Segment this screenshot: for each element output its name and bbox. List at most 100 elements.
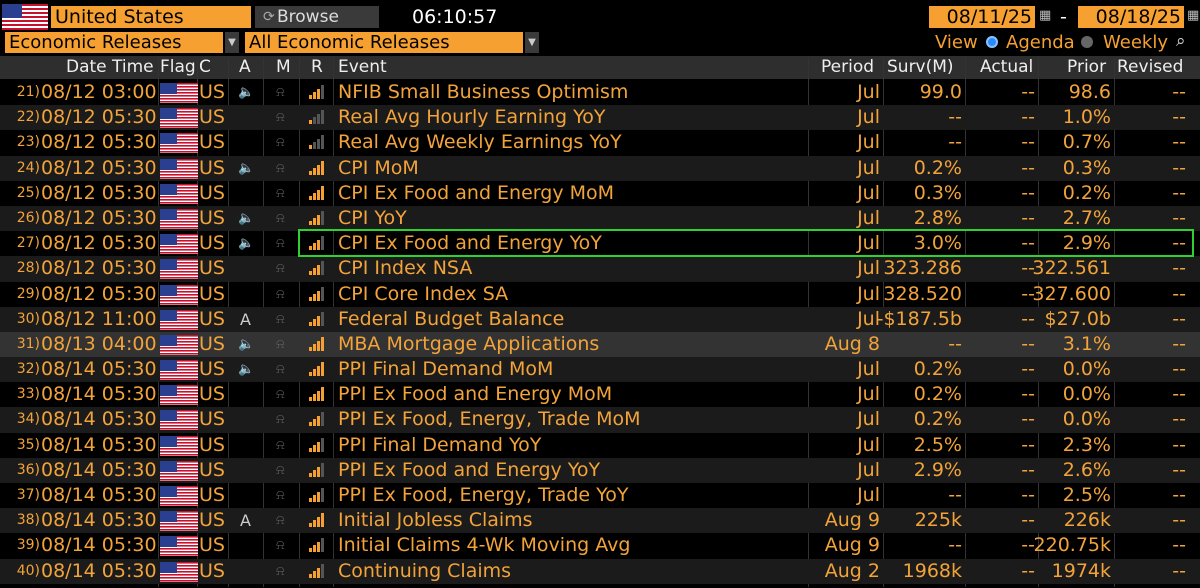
row-datetime[interactable]: 08/14 05:30 bbox=[41, 484, 157, 506]
bell-icon[interactable]: ⍾ bbox=[276, 160, 285, 176]
row-event[interactable]: Initial Claims 4-Wk Moving Avg bbox=[338, 534, 631, 557]
table-row[interactable]: 37) 08/14 05:30 US ⍾ PPI Ex Food, Energy, Tr… bbox=[0, 483, 1200, 508]
row-datetime[interactable]: 08/12 03:00 bbox=[41, 81, 157, 103]
row-datetime[interactable]: 08/12 05:30 bbox=[41, 282, 157, 305]
row-event[interactable]: PPI Ex Food and Energy MoM bbox=[338, 383, 613, 406]
row-datetime[interactable]: 08/14 05:30 bbox=[41, 433, 157, 456]
col-period[interactable]: Period bbox=[821, 57, 875, 77]
zoom-icon[interactable]: ⌕ bbox=[1176, 31, 1186, 51]
table-row[interactable]: 28) 08/12 05:30 US ⍾ CPI Index NSA Jul 323.286… bbox=[0, 256, 1200, 282]
speaker-icon[interactable]: 🔈 bbox=[238, 160, 255, 176]
table-row[interactable]: 32) 08/14 05:30 US 🔈 ⍾ PPI Final Demand MoM Ju… bbox=[0, 357, 1200, 383]
table-row[interactable]: 25) 08/12 05:30 US ⍾ CPI Ex Food and Energy … bbox=[0, 181, 1200, 206]
table-row[interactable]: 38) 08/14 05:30 US A ⍾ Initial Jobless Claims… bbox=[0, 508, 1200, 534]
bell-icon[interactable]: ⍾ bbox=[276, 336, 285, 352]
col-a[interactable]: A bbox=[239, 57, 251, 77]
table-row[interactable]: 40) 08/14 05:30 US ⍾ Continuing Claims Aug 2 1… bbox=[0, 558, 1200, 584]
bell-icon[interactable]: ⍾ bbox=[276, 85, 285, 100]
row-datetime[interactable]: 08/13 04:00 bbox=[41, 332, 157, 355]
row-datetime[interactable]: 08/12 05:30 bbox=[41, 156, 157, 179]
row-event[interactable]: PPI Ex Food, Energy, Trade YoY bbox=[338, 484, 629, 506]
row-datetime[interactable]: 08/14 05:30 bbox=[41, 509, 157, 532]
col-actual[interactable]: Actual bbox=[980, 57, 1034, 77]
table-row[interactable]: 27) 08/12 05:30 US 🔈 ⍾ CPI Ex Food and Energy… bbox=[0, 231, 1200, 256]
row-datetime[interactable]: 08/14 05:30 bbox=[41, 358, 157, 381]
weekly-label[interactable]: Weekly bbox=[1103, 32, 1168, 53]
row-event[interactable]: PPI Final Demand YoY bbox=[338, 433, 542, 456]
row-datetime[interactable]: 08/12 05:30 bbox=[41, 257, 157, 280]
bell-icon[interactable]: ⍾ bbox=[276, 135, 285, 151]
bell-icon[interactable]: ⍾ bbox=[276, 110, 285, 126]
chevron-down-icon[interactable]: ▼ bbox=[525, 32, 539, 53]
bell-icon[interactable]: ⍾ bbox=[276, 387, 285, 403]
category-select[interactable]: Economic Releases bbox=[5, 32, 223, 53]
col-flag[interactable]: Flag bbox=[160, 57, 196, 77]
row-datetime[interactable]: 08/14 05:30 bbox=[41, 383, 157, 406]
alert-label[interactable]: A bbox=[240, 511, 251, 531]
row-event[interactable]: MBA Mortgage Applications bbox=[338, 332, 600, 355]
browse-button[interactable]: ⟳ Browse bbox=[255, 6, 379, 28]
table-row[interactable]: 34) 08/14 05:30 US ⍾ PPI Ex Food, Energy, Tr… bbox=[0, 407, 1200, 433]
bell-icon[interactable]: ⍾ bbox=[276, 513, 285, 529]
bell-icon[interactable]: ⍾ bbox=[276, 185, 285, 201]
row-event[interactable]: Real Avg Weekly Earnings YoY bbox=[338, 131, 622, 154]
table-row[interactable]: 39) 08/14 05:30 US ⍾ Initial Claims 4-Wk Mov… bbox=[0, 533, 1200, 558]
row-event[interactable]: CPI YoY bbox=[338, 206, 407, 229]
row-event[interactable]: CPI Core Index SA bbox=[338, 282, 509, 305]
bell-icon[interactable]: ⍾ bbox=[276, 563, 285, 579]
table-row[interactable]: 26) 08/12 05:30 US 🔈 ⍾ CPI YoY Jul 2.8% -- 2.7% -- bbox=[0, 205, 1200, 232]
row-datetime[interactable]: 08/12 05:30 bbox=[41, 181, 157, 204]
bell-icon[interactable]: ⍾ bbox=[276, 437, 285, 453]
bell-icon[interactable]: ⍾ bbox=[276, 362, 285, 378]
chevron-down-icon[interactable]: ▼ bbox=[225, 32, 239, 53]
bell-icon[interactable]: ⍾ bbox=[276, 210, 285, 226]
speaker-icon[interactable]: 🔈 bbox=[238, 210, 255, 226]
speaker-icon[interactable]: 🔈 bbox=[238, 85, 255, 100]
bell-icon[interactable]: ⍾ bbox=[276, 311, 285, 327]
bell-icon[interactable]: ⍾ bbox=[276, 462, 285, 478]
row-datetime[interactable]: 08/12 05:30 bbox=[41, 232, 157, 255]
table-row[interactable]: 23) 08/12 05:30 US ⍾ Real Avg Weekly Earning… bbox=[0, 130, 1200, 155]
table-row[interactable]: 29) 08/12 05:30 US ⍾ CPI Core Index SA Jul 328… bbox=[0, 282, 1200, 307]
table-row[interactable]: 31) 08/13 04:00 US 🔈 ⍾ MBA Mortgage Applicati… bbox=[0, 331, 1200, 358]
weekly-radio[interactable] bbox=[1081, 36, 1093, 48]
row-datetime[interactable]: 08/14 05:30 bbox=[41, 408, 157, 431]
row-datetime[interactable]: 08/14 05:30 bbox=[41, 534, 157, 557]
row-datetime[interactable]: 08/14 05:30 bbox=[41, 458, 157, 481]
row-event[interactable]: Initial Jobless Claims bbox=[338, 509, 533, 532]
bell-icon[interactable]: ⍾ bbox=[276, 538, 285, 554]
col-surv[interactable]: Surv(M) bbox=[887, 57, 954, 77]
table-row[interactable]: 35) 08/14 05:30 US ⍾ PPI Final Demand YoY Jul… bbox=[0, 433, 1200, 458]
col-m[interactable]: M bbox=[276, 57, 291, 77]
table-row[interactable]: 22) 08/12 05:30 US ⍾ Real Avg Hourly Earning… bbox=[0, 105, 1200, 131]
row-datetime[interactable]: 08/12 05:30 bbox=[41, 131, 157, 154]
bell-icon[interactable]: ⍾ bbox=[276, 488, 285, 503]
row-datetime[interactable]: 08/14 05:30 bbox=[41, 559, 157, 582]
agenda-label[interactable]: Agenda bbox=[1006, 32, 1075, 53]
calendar-icon[interactable]: ▦ bbox=[1187, 8, 1200, 23]
row-event[interactable]: CPI MoM bbox=[338, 156, 419, 179]
row-datetime[interactable]: 08/12 05:30 bbox=[41, 106, 157, 129]
agenda-radio[interactable] bbox=[986, 36, 998, 48]
row-datetime[interactable]: 08/12 05:30 bbox=[41, 206, 157, 229]
col-event[interactable]: Event bbox=[338, 57, 387, 77]
row-event[interactable]: CPI Ex Food and Energy MoM bbox=[338, 181, 615, 204]
col-r[interactable]: R bbox=[311, 57, 323, 77]
row-event[interactable]: PPI Final Demand MoM bbox=[338, 358, 554, 381]
row-event[interactable]: PPI Ex Food, Energy, Trade MoM bbox=[338, 408, 641, 431]
row-event[interactable]: PPI Ex Food and Energy YoY bbox=[338, 458, 601, 481]
speaker-icon[interactable]: 🔈 bbox=[238, 336, 255, 352]
table-row[interactable]: 36) 08/14 05:30 US ⍾ PPI Ex Food and Energy … bbox=[0, 457, 1200, 483]
bell-icon[interactable]: ⍾ bbox=[276, 412, 285, 428]
calendar-icon[interactable]: ▦ bbox=[1039, 8, 1052, 23]
table-row[interactable]: 33) 08/14 05:30 US ⍾ PPI Ex Food and Energy … bbox=[0, 382, 1200, 407]
bell-icon[interactable]: ⍾ bbox=[276, 261, 285, 277]
table-row[interactable]: 24) 08/12 05:30 US 🔈 ⍾ CPI MoM Jul 0.2% -- 0.3% -- bbox=[0, 155, 1200, 181]
col-datetime[interactable]: Date Time bbox=[66, 57, 154, 77]
speaker-icon[interactable]: 🔈 bbox=[238, 236, 255, 252]
table-row[interactable]: 21) 08/12 03:00 US 🔈 ⍾ NFIB Small Business Op… bbox=[0, 80, 1200, 105]
row-event[interactable]: CPI Ex Food and Energy YoY bbox=[338, 232, 602, 255]
subcategory-select[interactable]: All Economic Releases bbox=[245, 32, 523, 53]
bell-icon[interactable]: ⍾ bbox=[276, 286, 285, 302]
col-revised[interactable]: Revised bbox=[1117, 57, 1184, 77]
